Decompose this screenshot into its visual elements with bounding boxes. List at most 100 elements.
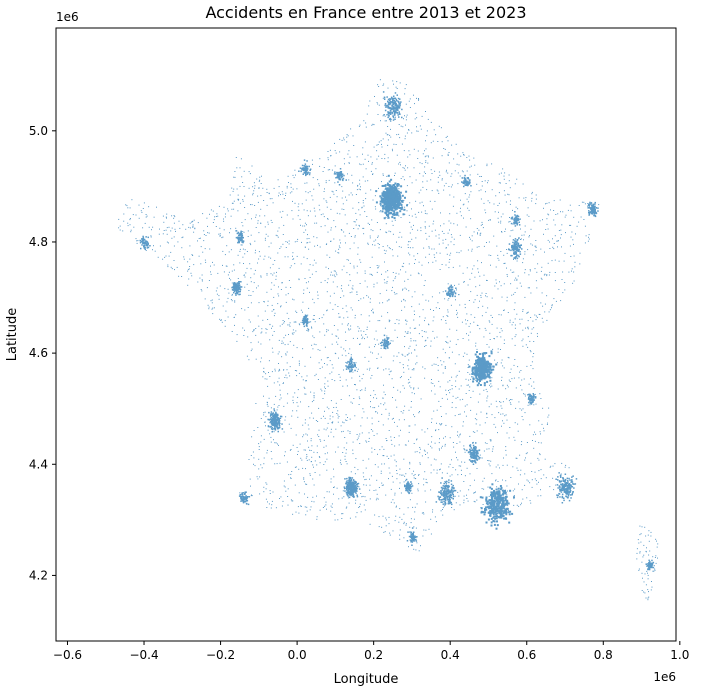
accident-point <box>468 196 470 198</box>
accident-point <box>490 460 492 462</box>
accident-point <box>411 492 413 494</box>
accident-point <box>290 427 292 429</box>
accident-point <box>358 435 360 437</box>
accident-point <box>294 321 296 323</box>
accident-point <box>354 488 357 491</box>
accident-point <box>308 248 310 250</box>
accident-point <box>414 314 415 315</box>
accident-point <box>263 412 265 414</box>
accident-point <box>647 572 648 574</box>
accident-point <box>483 377 486 380</box>
accident-point <box>466 198 468 200</box>
accident-point <box>522 345 524 347</box>
accident-point <box>520 238 522 240</box>
accident-point <box>496 498 499 500</box>
accident-point <box>533 327 535 329</box>
accident-point <box>442 372 444 374</box>
accident-point <box>408 290 410 292</box>
accident-point <box>477 357 480 360</box>
accident-point <box>283 322 285 324</box>
accident-point <box>312 177 314 179</box>
accident-point <box>313 395 315 397</box>
accident-point <box>452 266 454 268</box>
accident-point <box>399 231 401 233</box>
accident-point <box>399 391 401 393</box>
accident-point <box>197 240 198 242</box>
accident-point <box>326 508 327 510</box>
accident-point <box>380 120 381 122</box>
accident-point <box>579 263 581 265</box>
accident-point <box>430 518 432 520</box>
accident-point <box>394 492 396 494</box>
accident-point <box>493 507 496 510</box>
accident-point <box>522 338 524 340</box>
accident-point <box>365 122 367 124</box>
accident-point <box>495 400 497 402</box>
accident-point <box>127 207 129 209</box>
accident-point <box>266 188 268 190</box>
accident-point <box>561 462 563 464</box>
accident-point <box>263 200 265 201</box>
accident-point <box>396 185 399 187</box>
accident-point <box>495 363 498 366</box>
accident-point <box>398 133 400 135</box>
accident-point <box>350 401 352 403</box>
accident-point <box>363 227 365 229</box>
accident-point <box>502 385 504 387</box>
accident-point <box>378 265 380 267</box>
accident-point <box>486 296 488 298</box>
accident-point <box>641 590 643 591</box>
accident-point <box>298 278 300 280</box>
accident-point <box>382 246 384 247</box>
accident-point <box>485 191 486 193</box>
accident-point <box>356 495 359 498</box>
accident-point <box>260 418 262 419</box>
accident-point <box>387 139 389 141</box>
accident-point <box>433 469 435 471</box>
accident-point <box>521 489 523 491</box>
accident-point <box>646 547 647 549</box>
accident-point <box>386 289 388 291</box>
accident-point <box>638 568 640 570</box>
accident-point <box>652 556 654 558</box>
accident-point <box>427 118 429 120</box>
accident-point <box>219 227 221 229</box>
accident-point <box>365 192 367 194</box>
accident-point <box>343 295 345 297</box>
accident-point <box>490 386 492 388</box>
accident-point <box>260 441 262 443</box>
accident-point <box>400 492 402 494</box>
accident-point <box>458 370 460 372</box>
accident-point <box>333 193 335 195</box>
accident-point <box>490 491 493 494</box>
accident-point <box>335 272 337 274</box>
accident-point <box>340 297 342 298</box>
accident-point <box>575 233 576 235</box>
accident-point <box>384 205 387 208</box>
accident-point <box>475 366 478 369</box>
accident-point <box>129 218 131 219</box>
accident-point <box>547 228 549 230</box>
accident-point <box>377 84 379 86</box>
accident-point <box>521 234 523 236</box>
accident-point <box>432 511 433 513</box>
accident-point <box>477 260 479 262</box>
accident-point <box>294 263 296 265</box>
accident-point <box>386 209 389 212</box>
accident-point <box>207 232 209 234</box>
accident-point <box>352 449 354 451</box>
accident-point <box>250 495 252 497</box>
accident-point <box>305 468 306 470</box>
accident-point <box>502 515 505 517</box>
accident-point <box>353 496 355 498</box>
accident-point <box>337 421 339 423</box>
accident-point <box>509 203 511 205</box>
accident-point <box>435 260 437 262</box>
accident-point <box>461 474 462 475</box>
accident-point <box>431 436 433 438</box>
accident-point <box>269 267 271 269</box>
accident-point <box>496 327 498 329</box>
accident-point <box>364 387 366 389</box>
accident-point <box>283 224 285 226</box>
accident-point <box>251 495 253 497</box>
